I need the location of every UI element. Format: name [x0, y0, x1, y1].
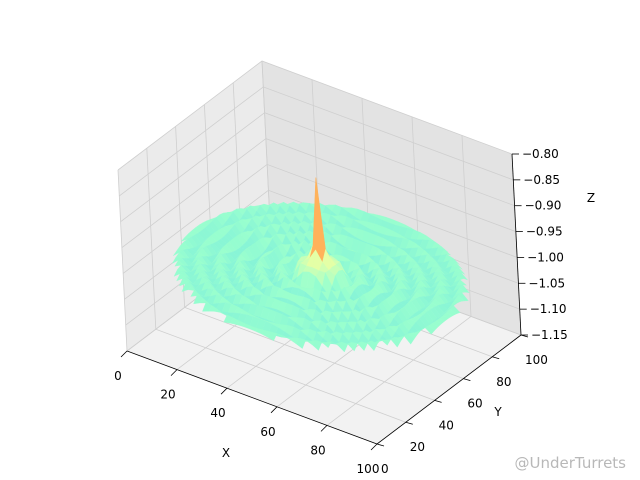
- y-tick-label: 100: [525, 353, 548, 367]
- y-tick-label: 60: [467, 397, 482, 411]
- y-tick-label: 80: [496, 375, 511, 389]
- y-tick: [463, 378, 471, 381]
- grid-line-z: [120, 112, 515, 223]
- surface-cell: [424, 325, 436, 335]
- surface-cell: [403, 333, 415, 345]
- z-tick-label: −0.80: [522, 147, 559, 161]
- x-tick-label: 20: [160, 388, 175, 402]
- y-tick-label: 40: [439, 418, 454, 432]
- z-tick-label: −0.85: [523, 173, 560, 187]
- y-axis-line: [376, 334, 522, 445]
- x-tick: [170, 369, 178, 376]
- z-tick-label: −0.95: [526, 225, 563, 239]
- x-tick: [270, 406, 278, 414]
- surface-cell: [367, 340, 378, 352]
- x-tick: [320, 425, 328, 432]
- pane-left: [118, 61, 271, 351]
- x-tick-label: 0: [114, 369, 122, 383]
- y-tick: [405, 421, 413, 425]
- y-tick: [376, 443, 385, 447]
- z-axis-line: [511, 153, 522, 336]
- x-tick: [220, 387, 228, 395]
- z-tick-label: −1.00: [527, 250, 564, 264]
- x-axis-line: [126, 350, 378, 445]
- z-axis-label: Z: [587, 191, 595, 205]
- y-tick-labels: 0 20 40 60 80 100: [381, 353, 548, 476]
- z-tick-label: −1.10: [530, 302, 567, 316]
- x-tick: [120, 350, 128, 358]
- grid-line-z: [117, 60, 513, 171]
- x-tick-label: 100: [357, 462, 380, 476]
- y-tick-label: 20: [410, 440, 425, 454]
- tick-marks: [120, 153, 529, 451]
- y-tick: [492, 356, 500, 360]
- x-tick-label: 60: [260, 425, 275, 439]
- z-tick-labels: −1.15 −1.10 −1.05 −1.00 −0.95 −0.90 −0.85 −0.80: [522, 147, 568, 342]
- grid-line-z: [122, 163, 518, 274]
- surface-mesh: [171, 177, 470, 353]
- y-axis-label: Y: [493, 405, 502, 419]
- axis-lines: [126, 153, 522, 445]
- z-tick-label: −1.15: [531, 328, 568, 342]
- x-tick-labels: 0 20 40 60 80 100: [114, 369, 379, 476]
- y-tick-label: 0: [381, 462, 389, 476]
- x-tick-label: 80: [310, 443, 325, 457]
- y-tick: [434, 400, 442, 403]
- grid-line-z: [121, 138, 517, 248]
- grid-line-z: [119, 86, 514, 197]
- z-tick-label: −1.05: [528, 276, 565, 290]
- x-tick: [370, 443, 378, 451]
- x-tick-label: 40: [210, 406, 225, 420]
- x-axis-label: X: [222, 446, 230, 460]
- z-tick-label: −0.90: [525, 199, 562, 213]
- watermark: @UnderTurrets: [514, 454, 626, 472]
- surface-cell: [390, 337, 401, 348]
